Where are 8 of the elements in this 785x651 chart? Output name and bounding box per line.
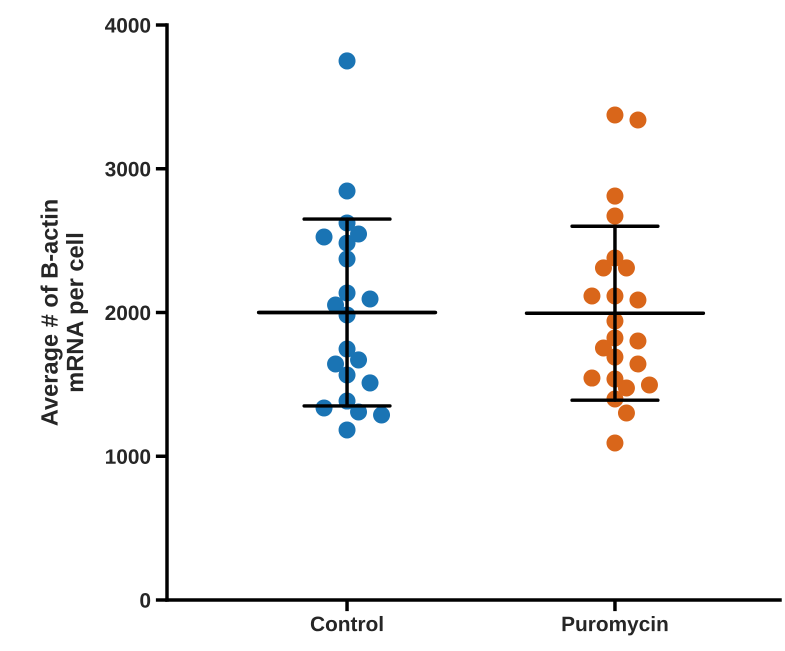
y-tick-label: 0 [140,593,150,608]
y-tick-label: 4000 [105,18,150,33]
x-tick-label: Puromycin [562,616,668,636]
y-axis-title: Average # of B-actin mRNA per cell [40,200,88,426]
x-tick-label: Control [310,616,383,632]
y-tick-label: 1000 [106,449,150,464]
y-tick-label: 2000 [105,306,150,320]
y-tick-label: 3000 [105,162,150,177]
